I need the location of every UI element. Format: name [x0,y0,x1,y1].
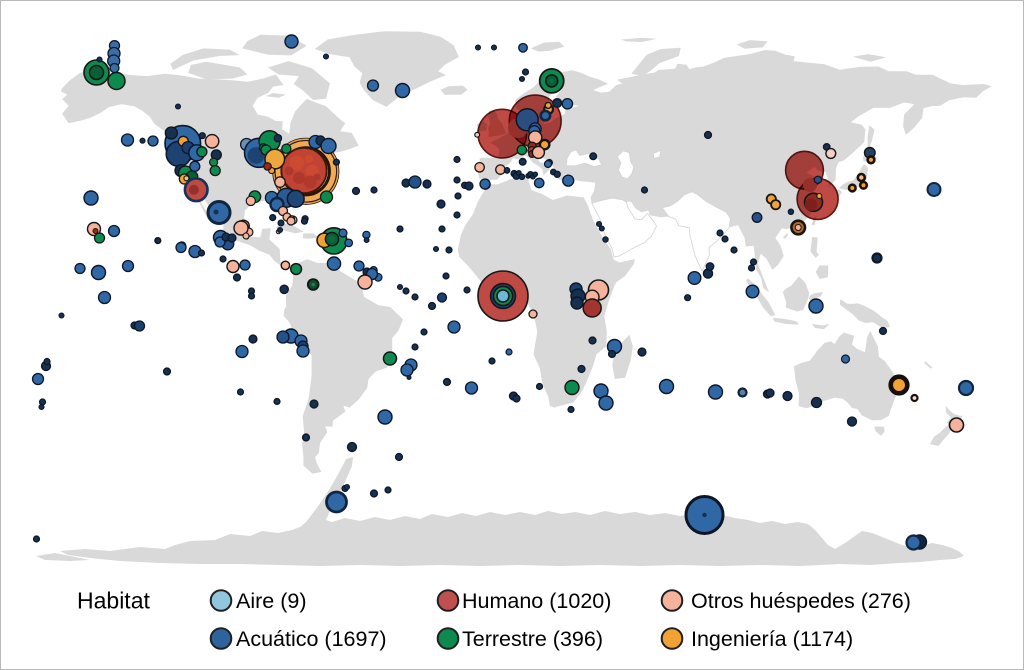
svg-text:Otros huéspedes (276): Otros huéspedes (276) [691,589,911,613]
svg-text:Habitat: Habitat [77,588,150,614]
svg-text:Ingeniería (1174): Ingeniería (1174) [691,627,853,651]
svg-text:Acuático (1697): Acuático (1697) [236,627,387,651]
svg-text:Humano (1020): Humano (1020) [462,589,611,613]
svg-text:Terrestre (396): Terrestre (396) [462,627,603,651]
svg-text:Aire (9): Aire (9) [236,589,306,613]
